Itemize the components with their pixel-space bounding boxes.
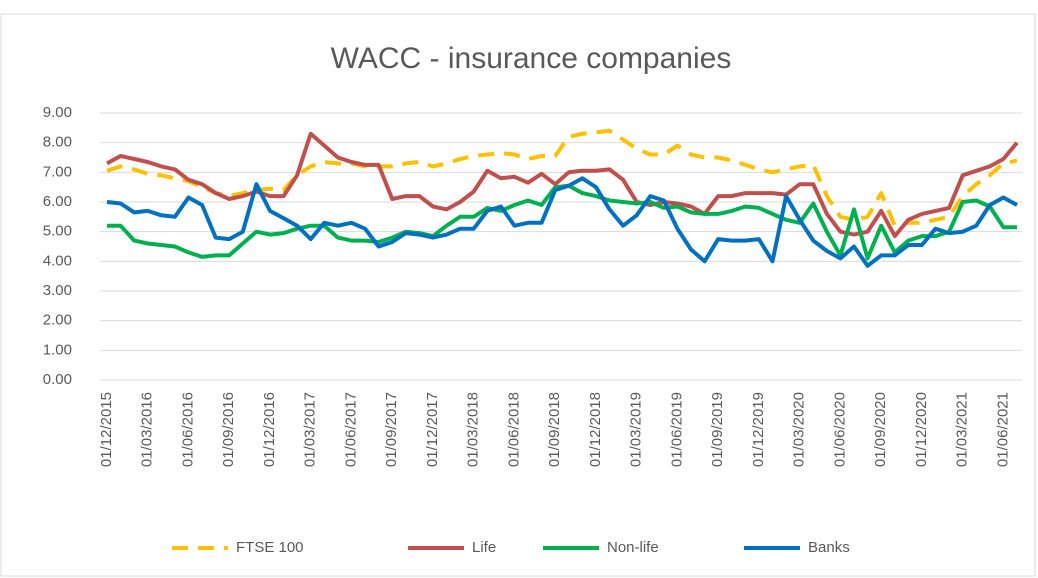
legend-label: Banks <box>808 539 850 556</box>
x-tick-label: 01/03/2017 <box>302 392 319 467</box>
x-tick-label: 01/09/2016 <box>220 392 237 467</box>
x-tick-label: 01/12/2019 <box>750 392 767 467</box>
x-tick-label: 01/06/2017 <box>342 392 359 467</box>
x-tick-label: 01/12/2016 <box>261 392 278 467</box>
x-tick-label: 01/06/2019 <box>668 392 685 467</box>
y-tick-label: 1.00 <box>43 341 72 358</box>
y-tick-label: 8.00 <box>43 134 72 151</box>
x-tick-label: 01/03/2019 <box>628 392 645 467</box>
x-tick-label: 01/09/2019 <box>709 392 726 467</box>
chart-title: WACC - insurance companies <box>331 42 732 75</box>
x-tick-label: 01/06/2020 <box>831 392 848 467</box>
x-tick-label: 01/03/2018 <box>465 392 482 467</box>
y-tick-label: 5.00 <box>43 223 72 240</box>
y-tick-label: 0.00 <box>43 371 72 388</box>
x-tick-label: 01/03/2016 <box>139 392 156 467</box>
legend-label: Life <box>472 539 496 556</box>
y-tick-label: 9.00 <box>43 104 72 121</box>
x-tick-label: 01/06/2018 <box>505 392 522 467</box>
y-tick-label: 4.00 <box>43 252 72 269</box>
legend-label: FTSE 100 <box>236 539 304 556</box>
x-tick-label: 01/06/2021 <box>994 392 1011 467</box>
chart-border <box>0 13 1036 577</box>
x-tick-label: 01/03/2021 <box>954 392 971 467</box>
x-tick-label: 01/12/2017 <box>424 392 441 467</box>
x-tick-label: 01/12/2020 <box>913 392 930 467</box>
x-tick-label: 01/12/2015 <box>98 392 115 467</box>
x-tick-label: 01/06/2016 <box>179 392 196 467</box>
x-tick-label: 01/03/2020 <box>791 392 808 467</box>
y-tick-label: 7.00 <box>43 163 72 180</box>
y-tick-label: 2.00 <box>43 312 72 329</box>
y-tick-label: 3.00 <box>43 282 72 299</box>
x-tick-label: 01/12/2018 <box>587 392 604 467</box>
y-tick-label: 6.00 <box>43 193 72 210</box>
x-tick-label: 01/09/2020 <box>872 392 889 467</box>
x-tick-label: 01/09/2018 <box>546 392 563 467</box>
series-line <box>106 176 1018 268</box>
x-tick-label: 01/09/2017 <box>383 392 400 467</box>
legend-label: Non-life <box>607 539 659 556</box>
